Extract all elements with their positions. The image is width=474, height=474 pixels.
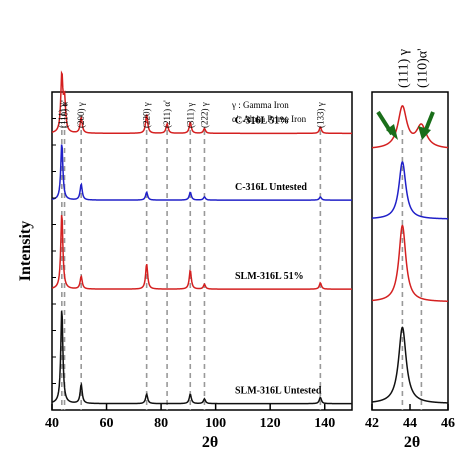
main-x-ticks: 40 60 80 100 120 140 bbox=[45, 118, 335, 431]
main-series-line-c-316l-51 bbox=[51, 70, 352, 135]
zoom-series-group bbox=[371, 105, 449, 404]
zoom-plot-frame bbox=[371, 91, 449, 411]
y-axis-title: Intensity bbox=[17, 221, 34, 281]
zoom-series-line-c-316l-51 bbox=[371, 105, 449, 149]
peak-label-211: (211) α' bbox=[162, 100, 172, 128]
series-label-c-316l-51: C-316L 51% bbox=[235, 115, 289, 126]
main-series-labels: C-316L 51% C-316L Untested SLM-316L 51% SLM… bbox=[235, 115, 322, 396]
peak-label-111: (111) γ bbox=[57, 103, 67, 128]
main-panel: 40 60 80 100 120 140 (111) γ(110) α' (200) γ (2… bbox=[17, 70, 353, 451]
zoom-peak-markers bbox=[401, 130, 423, 410]
x-axis-title: 2θ bbox=[202, 434, 218, 451]
peak-label-220: (220) γ bbox=[142, 102, 152, 128]
zoom-series-line-c-316l-untested bbox=[371, 161, 448, 220]
main-x-tick-label-100: 100 bbox=[205, 416, 226, 431]
series-label-slm-316l-51: SLM-316L 51% bbox=[235, 271, 304, 282]
zoom-x-axis-title: 2θ bbox=[404, 434, 420, 451]
main-series-line-slm-316l-51 bbox=[51, 215, 352, 290]
peak-label-110: (110)α' bbox=[415, 48, 430, 88]
zoom-series-line-slm-316l-untested bbox=[371, 326, 448, 404]
zoom-x-tick-label-42: 42 bbox=[365, 416, 379, 431]
peak-label-111: (111) γ bbox=[396, 49, 411, 88]
peak-label-133: (133) γ bbox=[315, 102, 325, 128]
main-x-tick-label-40: 40 bbox=[45, 416, 59, 431]
series-label-slm-316l-untested: SLM-316L Untested bbox=[235, 386, 322, 397]
zoom-x-ticks: 42 44 46 bbox=[365, 404, 455, 431]
legend: γ : Gamma Iron α': Alpha Prime Iron bbox=[231, 100, 307, 124]
main-x-tick-label-140: 140 bbox=[314, 416, 335, 431]
arrow-gamma-head bbox=[386, 124, 398, 140]
peak-label-222: (222) γ bbox=[199, 102, 209, 128]
main-x-tick-label-60: 60 bbox=[100, 416, 114, 431]
series-label-c-316l-untested: C-316L Untested bbox=[235, 182, 307, 193]
peak-label-200: (200) γ bbox=[76, 102, 86, 128]
zoom-x-tick-label-46: 46 bbox=[441, 416, 455, 431]
main-plot-frame bbox=[51, 91, 353, 411]
zoom-peak-labels: (111) γ (110)α' bbox=[396, 48, 430, 88]
legend-entry-gamma: γ : Gamma Iron bbox=[231, 100, 289, 110]
zoom-arrows bbox=[376, 110, 435, 140]
main-series-line-slm-316l-untested bbox=[51, 310, 352, 405]
peak-label-110: (110) α' bbox=[60, 100, 70, 128]
legend-entry-alpha-prime: α': Alpha Prime Iron bbox=[232, 114, 307, 124]
main-peak-labels: (111) γ(110) α' (200) γ (220) γ (211) α' (31… bbox=[57, 100, 326, 128]
zoom-x-tick-label-44: 44 bbox=[403, 416, 417, 431]
zoom-panel: 42 44 46 (111) γ (110)α' 2θ bbox=[365, 48, 455, 451]
main-series-line-c-316l-untested bbox=[51, 144, 352, 201]
arrow-alpha-head bbox=[418, 126, 431, 140]
zoom-series-line-slm-316l-51 bbox=[371, 224, 448, 302]
peak-label-311: (311) γ bbox=[185, 103, 195, 128]
main-series-group bbox=[51, 70, 352, 405]
main-x-tick-label-80: 80 bbox=[154, 416, 168, 431]
main-x-tick-label-120: 120 bbox=[260, 416, 281, 431]
main-peak-markers bbox=[61, 130, 322, 410]
